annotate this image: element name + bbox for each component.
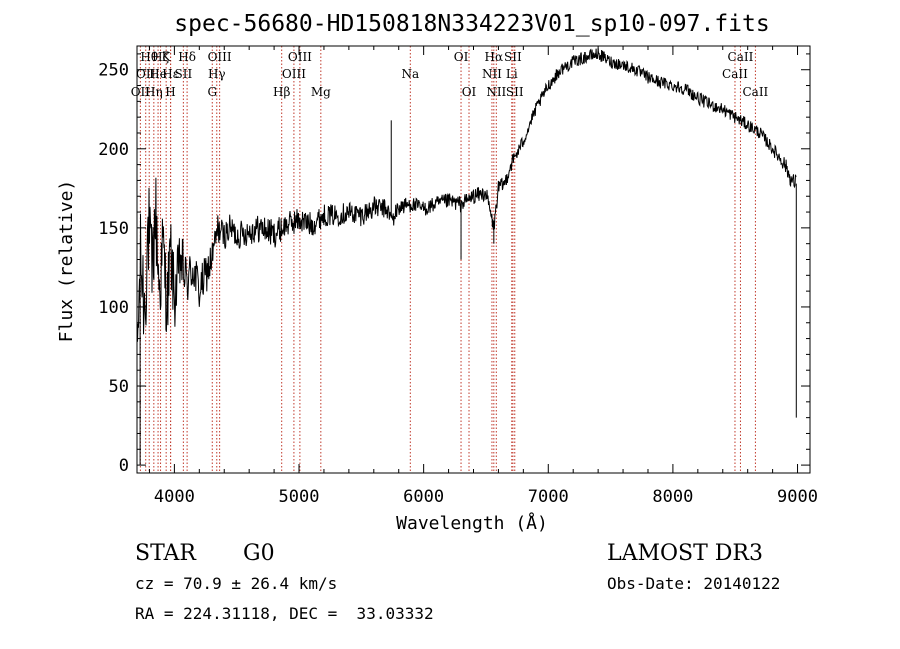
spectral-line-labels: OIIOIIHθHηHeHζKHHεSIIHδGHγOIIIHβOIIIOIII…: [131, 50, 769, 99]
line-marker-label: Hβ: [273, 85, 290, 99]
line-marker-label: OII: [131, 85, 151, 99]
line-marker-label: NII: [486, 85, 506, 99]
line-marker-label: Hα: [485, 50, 504, 64]
line-marker-label: OIII: [208, 50, 232, 64]
spectral-line-markers: [139, 46, 756, 473]
line-marker-label: Li: [506, 67, 518, 81]
line-marker-label: He: [149, 67, 167, 81]
line-marker-label: CaII: [722, 67, 748, 81]
y-tick-label: 50: [109, 377, 129, 397]
line-marker-label: SII: [506, 85, 524, 99]
chart-title: spec-56680-HD150818N334223V01_sp10-097.f…: [174, 11, 769, 37]
spectrum-spikes: [139, 120, 797, 466]
spectrum-series: [136, 48, 797, 466]
line-marker-label: OII: [136, 67, 156, 81]
x-tick-label: 8000: [652, 487, 693, 507]
spectrum-line: [136, 48, 797, 342]
y-axis-label: Flux (relative): [56, 180, 77, 343]
line-marker-label: Hγ: [208, 67, 226, 81]
y-axis-ticks: 0 50 100 150 200 250: [98, 53, 810, 476]
line-marker-label: Hη: [145, 85, 163, 99]
line-marker-label: OI: [454, 50, 469, 64]
survey-name: LAMOST DR3: [607, 541, 763, 566]
plot-frame: [136, 45, 811, 474]
x-tick-label: 4000: [154, 487, 195, 507]
observation-date: Obs-Date: 20140122: [607, 574, 780, 593]
y-tick-label: 250: [98, 61, 129, 81]
x-tick-label: 6000: [403, 487, 444, 507]
x-tick-label: 5000: [279, 487, 320, 507]
y-tick-label: 100: [98, 298, 129, 318]
subclass: G0: [243, 541, 275, 566]
redshift-velocity: cz = 70.9 ± 26.4 km/s: [135, 574, 337, 593]
line-marker-label: Na: [401, 67, 419, 81]
x-tick-label: 7000: [528, 487, 569, 507]
line-marker-label: OIII: [282, 67, 306, 81]
line-marker-label: Hθ: [140, 50, 158, 64]
x-axis-ticks: 4000 5000 6000 7000 8000 9000: [148, 46, 818, 507]
line-marker-label: SII: [504, 50, 522, 64]
y-tick-label: 0: [119, 456, 129, 476]
line-marker-label: SII: [175, 67, 193, 81]
line-marker-label: CaII: [728, 50, 754, 64]
line-marker-label: K: [162, 50, 172, 64]
line-marker-label: OI: [462, 85, 477, 99]
line-marker-label: H: [165, 85, 175, 99]
line-marker-label: G: [207, 85, 217, 99]
line-marker-label: Hδ: [178, 50, 196, 64]
y-tick-label: 150: [98, 219, 129, 239]
y-tick-label: 200: [98, 140, 129, 160]
line-marker-label: Hζ: [152, 50, 169, 64]
object-class: STAR: [135, 541, 197, 566]
line-marker-label: NII: [482, 67, 502, 81]
line-marker-label: CaII: [742, 85, 768, 99]
line-marker-label: OIII: [288, 50, 312, 64]
line-marker-label: Mg: [311, 85, 331, 99]
x-tick-label: 9000: [777, 487, 818, 507]
coordinates: RA = 224.31118, DEC = 33.03332: [135, 604, 434, 623]
x-axis-label: Wavelength (Å): [396, 512, 548, 534]
line-marker-label: Hε: [162, 67, 179, 81]
